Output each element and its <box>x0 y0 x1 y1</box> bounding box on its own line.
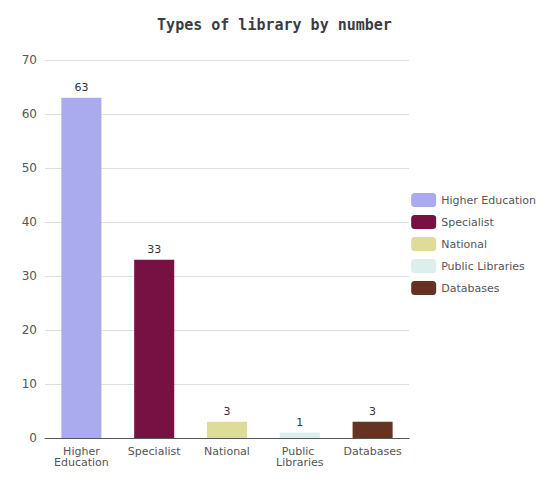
svg-text:Types of library by number: Types of library by number <box>157 16 392 34</box>
svg-text:20: 20 <box>22 323 37 337</box>
svg-text:Higher: Higher <box>63 445 100 458</box>
svg-text:Education: Education <box>54 456 109 469</box>
svg-text:0: 0 <box>29 431 37 445</box>
svg-text:10: 10 <box>22 377 37 391</box>
svg-text:3: 3 <box>369 405 376 418</box>
svg-text:70: 70 <box>22 53 37 67</box>
svg-text:Public Libraries: Public Libraries <box>441 260 525 273</box>
svg-text:1: 1 <box>296 416 303 429</box>
svg-text:50: 50 <box>22 161 37 175</box>
svg-text:30: 30 <box>22 269 37 283</box>
svg-text:60: 60 <box>22 107 37 121</box>
svg-text:40: 40 <box>22 215 37 229</box>
svg-text:Specialist: Specialist <box>128 445 181 458</box>
svg-text:Databases: Databases <box>343 445 401 458</box>
svg-text:33: 33 <box>147 243 161 256</box>
svg-text:Higher Education: Higher Education <box>441 194 536 207</box>
svg-text:National: National <box>441 238 487 251</box>
svg-text:Specialist: Specialist <box>441 216 494 229</box>
svg-text:National: National <box>204 445 250 458</box>
svg-text:3: 3 <box>224 405 231 418</box>
svg-text:Public: Public <box>281 445 318 458</box>
svg-text:63: 63 <box>74 81 88 94</box>
svg-text:Databases: Databases <box>441 282 499 295</box>
svg-text:Libraries: Libraries <box>276 456 324 469</box>
